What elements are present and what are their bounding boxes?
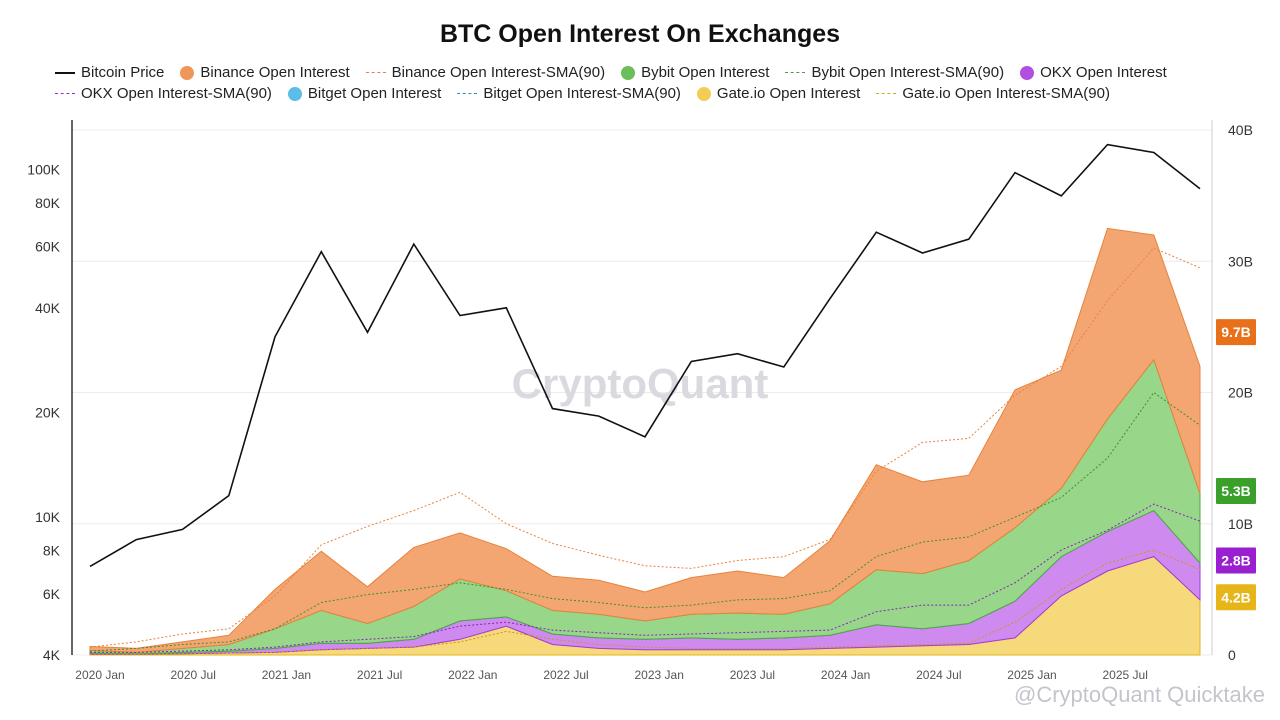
left-tick-label: 4K — [43, 647, 61, 663]
value-badge: 2.8B — [1216, 547, 1256, 574]
legend: Bitcoin Price Binance Open Interest Bina… — [55, 62, 1255, 104]
left-tick-label: 60K — [35, 239, 61, 255]
x-tick-label: 2024 Jan — [821, 668, 870, 682]
sma-lines — [89, 247, 1201, 655]
left-tick-label: 10K — [35, 509, 61, 525]
badge-box — [1216, 584, 1256, 611]
legend-item-btc-price[interactable]: Bitcoin Price — [55, 64, 164, 81]
price-line-group — [89, 143, 1201, 568]
watermark-corner: @CryptoQuant Quicktake — [1014, 682, 1265, 707]
legend-item-gateio-sma[interactable]: Gate.io Open Interest-SMA(90) — [876, 85, 1110, 102]
legend-row-1: Bitcoin Price Binance Open Interest Bina… — [55, 62, 1255, 83]
badge-box — [1216, 477, 1256, 504]
dot-swatch-icon — [696, 86, 711, 101]
dash-swatch-icon — [876, 93, 897, 94]
dash-swatch-icon — [457, 93, 478, 94]
left-tick-label: 20K — [35, 404, 61, 420]
legend-row-2: OKX Open Interest-SMA(90) Bitget Open In… — [55, 83, 1255, 104]
bitcoin-price-line — [89, 143, 1201, 568]
right-tick-label: 20B — [1228, 385, 1253, 401]
legend-item-binance[interactable]: Binance Open Interest — [180, 64, 350, 81]
sma-gate-io-open-interest-sma-90 — [90, 549, 1201, 655]
legend-item-gateio[interactable]: Gate.io Open Interest — [696, 85, 860, 102]
legend-item-bitget[interactable]: Bitget Open Interest — [287, 85, 441, 102]
x-tick-label: 2025 Jul — [1103, 668, 1148, 682]
dot-swatch-icon — [621, 65, 636, 80]
badge-label: 2.8B — [1221, 553, 1251, 569]
left-tick-label: 80K — [35, 195, 61, 211]
x-tick-label: 2021 Jul — [357, 668, 402, 682]
value-badges: 9.7B 5.3B 2.8B 4.2B — [1216, 319, 1256, 611]
value-badge: 4.2B — [1216, 584, 1256, 611]
left-tick-label: 8K — [43, 542, 61, 558]
dash-swatch-icon — [365, 72, 386, 73]
dot-swatch-icon — [287, 86, 302, 101]
left-tick-label: 40K — [35, 300, 61, 316]
badge-box — [1216, 319, 1256, 346]
x-tick-label: 2023 Jan — [635, 668, 684, 682]
badge-label: 5.3B — [1221, 483, 1251, 499]
x-tick-label: 2022 Jan — [448, 668, 497, 682]
dash-swatch-icon — [55, 93, 75, 94]
x-tick-label: 2025 Jan — [1007, 668, 1056, 682]
badge-box — [1216, 547, 1256, 574]
right-tick-label: 0 — [1228, 647, 1236, 663]
legend-item-bybit[interactable]: Bybit Open Interest — [621, 64, 769, 81]
badge-label: 4.2B — [1221, 589, 1251, 605]
left-tick-label: 6K — [43, 586, 61, 602]
axes: 100K 80K 60K 40K 20K 10K 8K 6K 4K 40B 30B 20B 10B 0 20… — [27, 120, 1253, 682]
dot-swatch-icon — [1020, 65, 1035, 80]
x-tick-label: 2023 Jul — [730, 668, 775, 682]
x-tick-label: 2020 Jan — [75, 668, 124, 682]
sma-okx-open-interest-sma-90 — [90, 503, 1201, 653]
value-badge: 5.3B — [1216, 477, 1256, 504]
x-tick-label: 2021 Jan — [262, 668, 311, 682]
chart-title: BTC Open Interest On Exchanges — [439, 20, 841, 48]
x-tick-label: 2024 Jul — [916, 668, 961, 682]
dash-swatch-icon — [785, 72, 806, 73]
line-swatch-icon — [55, 71, 75, 74]
legend-item-okx[interactable]: OKX Open Interest — [1020, 64, 1167, 81]
legend-item-bitget-sma[interactable]: Bitget Open Interest-SMA(90) — [457, 85, 681, 102]
left-tick-label: 100K — [27, 162, 60, 178]
area-binance-open-interest — [89, 227, 1201, 653]
right-tick-label: 40B — [1228, 122, 1253, 138]
sma-bybit-open-interest-sma-90 — [89, 391, 1201, 652]
value-badge: 9.7B — [1216, 319, 1256, 346]
badge-label: 9.7B — [1221, 324, 1251, 340]
x-tick-label: 2020 Jul — [171, 668, 216, 682]
right-tick-label: 30B — [1228, 253, 1253, 269]
sma-binance-open-interest-sma-90 — [89, 247, 1201, 648]
legend-item-binance-sma[interactable]: Binance Open Interest-SMA(90) — [365, 64, 605, 81]
watermark-center: CryptoQuant — [512, 360, 769, 407]
dot-swatch-icon — [180, 65, 195, 80]
right-tick-label: 10B — [1228, 516, 1253, 532]
areas — [89, 227, 1201, 656]
x-tick-label: 2022 Jul — [543, 668, 588, 682]
legend-item-okx-sma[interactable]: OKX Open Interest-SMA(90) — [55, 85, 272, 102]
legend-item-bybit-sma[interactable]: Bybit Open Interest-SMA(90) — [785, 64, 1004, 81]
